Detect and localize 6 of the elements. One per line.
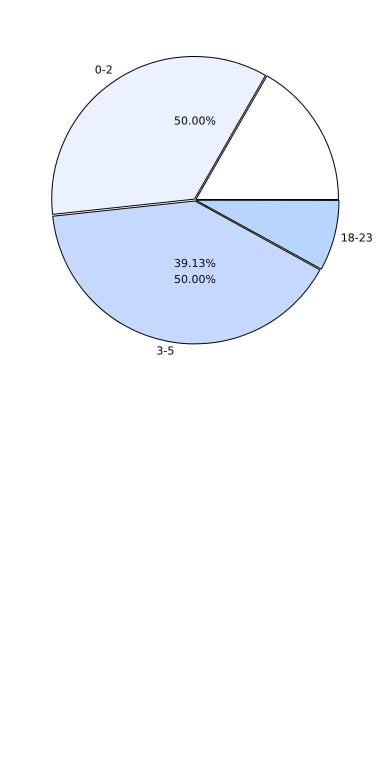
text: 50.00% [174,272,216,286]
text: 39.13% [174,256,216,270]
slice-label: 0-2 [94,63,113,76]
slice-label: 3-5 [156,344,174,358]
slice-label: 18-23 [340,231,373,244]
text: 50.00% [174,114,216,128]
